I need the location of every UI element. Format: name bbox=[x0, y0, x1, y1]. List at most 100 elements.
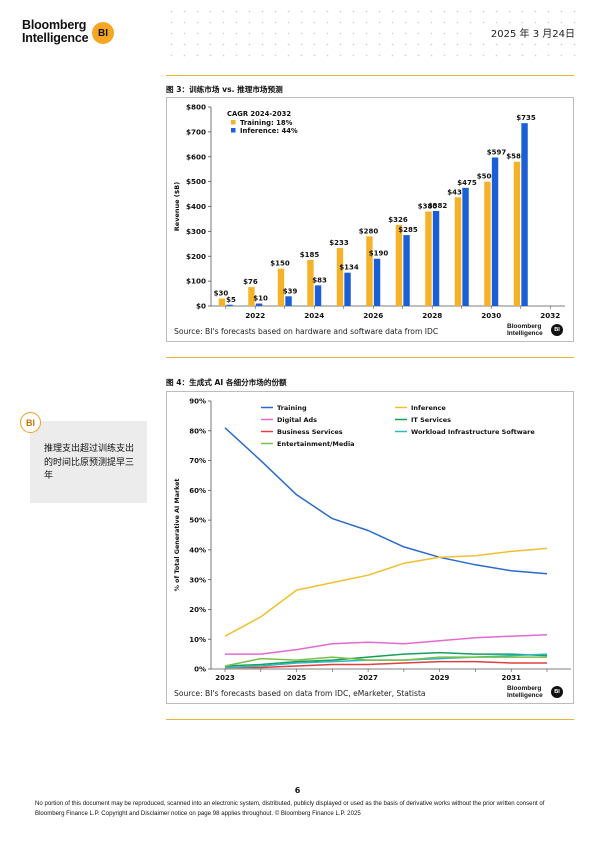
x-tick-label: 2027 bbox=[358, 674, 378, 682]
page-number: 6 bbox=[294, 786, 301, 795]
figure4-brand-line1: Bloomberg bbox=[507, 685, 542, 692]
footer-disclaimer: No portion of this document may be repro… bbox=[35, 800, 545, 817]
legend-label: Entertainment/Media bbox=[277, 440, 355, 448]
y-tick-label: 30% bbox=[189, 576, 206, 584]
line-digital-ads bbox=[225, 634, 548, 655]
legend-label: Digital Ads bbox=[277, 416, 317, 424]
y-tick-label: 40% bbox=[189, 546, 206, 554]
bar-value-label: $39 bbox=[283, 287, 298, 295]
y-tick-label: $0 bbox=[196, 302, 206, 311]
line-entertainment-media bbox=[224, 656, 547, 667]
y-axis-title: Revenue ($B) bbox=[173, 182, 181, 231]
legend-label: Training bbox=[277, 404, 307, 412]
y-tick-label: 20% bbox=[189, 606, 206, 614]
bar-inference bbox=[226, 304, 233, 306]
x-tick-label: 2023 bbox=[215, 674, 235, 682]
line-business-services bbox=[225, 660, 547, 669]
bar-inference bbox=[491, 157, 499, 306]
x-tick-label: 2031 bbox=[501, 674, 521, 682]
legend-label: Inference bbox=[411, 404, 446, 412]
logo-line2: Intelligence bbox=[22, 31, 89, 45]
bar-value-label: $437 bbox=[447, 188, 467, 196]
figure4-brand-line2: Intelligence bbox=[507, 692, 543, 699]
logo-line1: Bloomberg bbox=[22, 18, 87, 32]
y-tick-label: $700 bbox=[186, 127, 206, 136]
bar-inference bbox=[462, 187, 469, 306]
line-inference bbox=[224, 547, 548, 637]
bar-training bbox=[425, 211, 432, 306]
bar-value-label: $76 bbox=[243, 278, 258, 286]
figure4-bloomberg-mark: Bloomberg Intelligence bbox=[507, 685, 543, 699]
report-date: 2025 年 3 月24日 bbox=[480, 25, 575, 40]
figure4-title: 图 4：生成式 AI 各细分市场的份额 bbox=[166, 378, 287, 387]
figure4-line-chart: 0% 10% 20% 30% 40% 50% 60% 70% 80% 90% % of Total … bbox=[174, 398, 571, 682]
bar-inference bbox=[373, 258, 381, 306]
bar-training bbox=[307, 259, 314, 306]
figure3-top-rule bbox=[166, 75, 574, 76]
bar-value-label: $280 bbox=[359, 227, 379, 235]
y-tick-label: 90% bbox=[189, 398, 206, 406]
bar-value-label: $580 bbox=[506, 153, 526, 161]
bi-logo-badge: BI bbox=[92, 22, 114, 44]
bar-training bbox=[277, 268, 285, 306]
x-tick-label: 2026 bbox=[363, 311, 383, 320]
figure3-brand-line1: Bloomberg bbox=[507, 323, 542, 330]
y-tick-label: $200 bbox=[186, 252, 206, 261]
bar-value-label: $233 bbox=[329, 239, 349, 247]
figure3-bi-badge: BI bbox=[551, 324, 563, 336]
figure3-bloomberg-mark: Bloomberg Intelligence bbox=[507, 323, 543, 337]
bar-value-label: $134 bbox=[339, 264, 359, 272]
bloomberg-intelligence-logo: Bloomberg Intelligence bbox=[22, 18, 89, 45]
bar-inference bbox=[344, 272, 351, 306]
y-tick-label: 10% bbox=[189, 636, 206, 644]
bar-inference bbox=[521, 123, 528, 306]
y-tick-label: $500 bbox=[186, 177, 206, 186]
x-tick-label: 2029 bbox=[430, 674, 450, 682]
x-tick-label: 2030 bbox=[481, 311, 501, 320]
x-tick-label: 2032 bbox=[540, 311, 560, 320]
legend-label: Inference: 44% bbox=[240, 127, 298, 135]
figure3-bottom-rule bbox=[166, 357, 574, 358]
bar-training bbox=[248, 287, 255, 306]
bar-value-label: $10 bbox=[253, 295, 268, 303]
bar-value-label: $326 bbox=[388, 216, 408, 224]
bar-inference bbox=[403, 235, 410, 306]
legend-label: Business Services bbox=[277, 428, 343, 436]
figure4-source: Source: BI's forecasts based on data fro… bbox=[174, 689, 426, 698]
bar-value-label: $597 bbox=[487, 148, 507, 156]
bar-inference bbox=[255, 303, 263, 306]
bar-training bbox=[513, 161, 521, 306]
y-tick-label: 0% bbox=[194, 666, 206, 674]
y-tick-label: $600 bbox=[186, 152, 206, 161]
bar-inference bbox=[285, 296, 292, 306]
figure3-title: 图 3：训练市场 vs. 推理市场预测 bbox=[166, 85, 283, 94]
figure3-brand-line2: Intelligence bbox=[507, 330, 543, 337]
bar-value-label: $150 bbox=[270, 260, 290, 268]
line-training bbox=[224, 427, 548, 575]
bar-training bbox=[484, 181, 491, 306]
y-tick-label: 60% bbox=[189, 487, 206, 495]
y-tick-label: $300 bbox=[186, 227, 206, 236]
bar-training bbox=[395, 224, 403, 306]
bar-training bbox=[366, 236, 373, 306]
y-tick-label: $800 bbox=[186, 103, 206, 112]
figure3-bar-chart: $0 $100 $200 $300 $400 $500 $600 $700 $800 Revenu… bbox=[173, 103, 565, 320]
legend-label: Workload Infrastructure Software bbox=[411, 428, 535, 436]
y-tick-label: $400 bbox=[186, 202, 206, 211]
y-tick-label: 80% bbox=[189, 427, 206, 435]
figure4-bottom-rule bbox=[166, 719, 574, 720]
legend-swatch bbox=[231, 128, 236, 133]
bar-value-label: $185 bbox=[300, 251, 320, 259]
y-tick-label: $100 bbox=[186, 277, 206, 286]
bar-value-label: $382 bbox=[428, 202, 448, 210]
y-tick-label: 50% bbox=[189, 517, 206, 525]
bar-inference bbox=[314, 285, 322, 306]
legend-title: CAGR 2024-2032 bbox=[227, 110, 291, 118]
figure3-chart-frame: $0 $100 $200 $300 $400 $500 $600 $700 $800 Revenu… bbox=[166, 97, 574, 342]
bar-value-label: $500 bbox=[477, 173, 497, 181]
legend-label: Training: 18% bbox=[240, 119, 293, 127]
bar-value-label: $30 bbox=[214, 290, 229, 298]
sidebar-callout: 推理支出超过训练支出的时间比原预测提早三年 bbox=[30, 421, 147, 503]
legend-swatch bbox=[231, 120, 236, 125]
x-tick-label: 2025 bbox=[287, 674, 307, 682]
